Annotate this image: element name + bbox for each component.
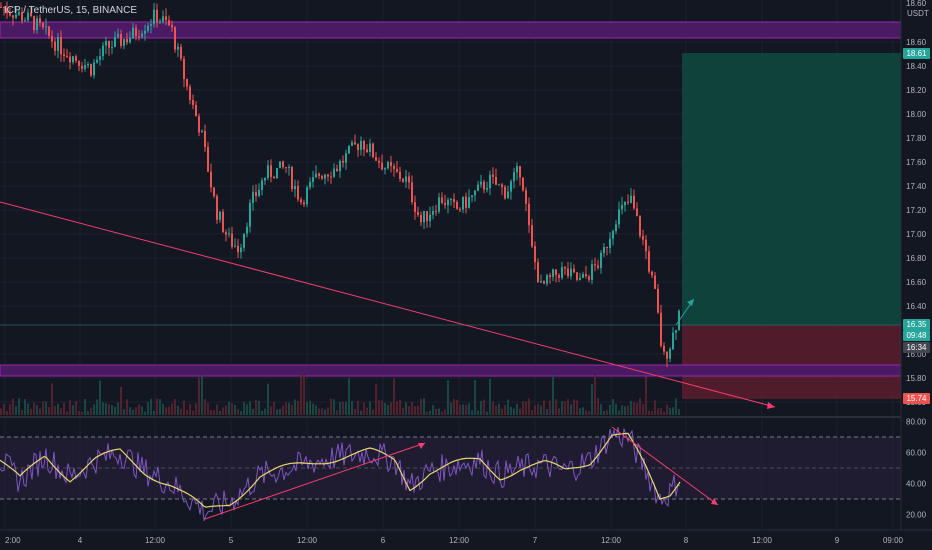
rsi-tick-label: 60.00 bbox=[906, 449, 927, 458]
time-tick-label: 12:00 bbox=[752, 536, 773, 545]
rsi-tick-label: 80.00 bbox=[906, 418, 927, 427]
rsi-pane bbox=[0, 436, 901, 500]
time-tick-label: 4 bbox=[78, 536, 83, 545]
stop-price-tag: 15.74 bbox=[903, 393, 930, 404]
price-tick-label: 17.40 bbox=[906, 182, 927, 191]
rsi-falling-arrow-head bbox=[711, 498, 718, 505]
last-price-tag: 16:34 bbox=[903, 342, 930, 353]
price-tick-label: 17.60 bbox=[906, 158, 927, 167]
rsi-falling-trendline[interactable] bbox=[611, 426, 719, 506]
price-tick-label: 18.60 bbox=[906, 38, 927, 47]
rsi-line bbox=[0, 427, 681, 521]
price-tick-label: 17.00 bbox=[906, 230, 927, 239]
projection-arrow-head bbox=[687, 299, 694, 306]
rsi-ma-line bbox=[0, 432, 681, 508]
interval-value: 15 bbox=[75, 5, 88, 16]
trendline-arrow-head bbox=[767, 402, 775, 409]
time-tick-label: 09:00 bbox=[883, 536, 904, 545]
time-tick-label: 12:00 bbox=[449, 536, 470, 545]
target-zone bbox=[682, 53, 901, 325]
price-tick-label: 18.00 bbox=[906, 110, 927, 119]
time-axis[interactable] bbox=[0, 530, 932, 550]
rsi-tick-label: 40.00 bbox=[906, 480, 927, 489]
price-tick-label: 18.40 bbox=[906, 62, 927, 71]
price-axis-ticks: 18.60 18.40 18.20 18.00 17.80 17.60 17.40 17.20… bbox=[906, 38, 927, 407]
time-tick-label: 5 bbox=[229, 536, 234, 545]
target-price-tag: 18.61 bbox=[903, 48, 930, 59]
price-tick-label: 18.20 bbox=[906, 86, 927, 95]
symbol-legend[interactable]: ICP / TetherUS, 15, BINANCE bbox=[4, 5, 138, 16]
price-tick-label: 16.80 bbox=[906, 254, 927, 263]
time-tick-label: 8 bbox=[684, 536, 689, 545]
price-tick-label: 16.00 bbox=[906, 350, 927, 359]
current-price-tag: 16.35 bbox=[903, 319, 930, 330]
price-axis[interactable] bbox=[901, 0, 932, 530]
exchange-name: BINANCE bbox=[92, 5, 138, 16]
countdown-tag: 09:48 bbox=[903, 330, 930, 341]
price-axis-top-label: 18.60 bbox=[906, 0, 927, 8]
rsi-tick-label: 20.00 bbox=[906, 511, 927, 520]
time-tick-label: 7 bbox=[533, 536, 538, 545]
rsi-rising-trendline[interactable] bbox=[204, 442, 426, 520]
volume-bars bbox=[0, 374, 680, 415]
time-tick-label: 12:00 bbox=[297, 536, 318, 545]
time-axis-labels: 2:00 4 12:00 5 12:00 6 12:00 7 12:00 8 12:00 9 09:00 bbox=[5, 536, 904, 545]
support-zone bbox=[0, 364, 902, 377]
price-tick-label: 17.20 bbox=[906, 206, 927, 215]
symbol-name: ICP / TetherUS bbox=[4, 5, 71, 16]
descending-trendline[interactable] bbox=[0, 201, 776, 408]
time-tick-label: 2:00 bbox=[5, 536, 21, 545]
price-tick-label: 16.60 bbox=[906, 278, 927, 287]
price-tick-label: 16.40 bbox=[906, 302, 927, 311]
price-candles bbox=[0, 1, 680, 368]
currency-label: USDT bbox=[907, 9, 929, 18]
price-tick-label: 17.80 bbox=[906, 134, 927, 143]
stop-zone bbox=[682, 325, 901, 399]
time-tick-label: 9 bbox=[835, 536, 840, 545]
time-tick-label: 6 bbox=[381, 536, 386, 545]
price-tick-label: 15.80 bbox=[906, 374, 927, 383]
time-tick-label: 12:00 bbox=[601, 536, 622, 545]
rsi-axis-ticks: 80.00 60.00 40.00 20.00 bbox=[906, 418, 927, 520]
time-tick-label: 12:00 bbox=[145, 536, 166, 545]
rsi-rising-arrow-head bbox=[418, 443, 425, 449]
